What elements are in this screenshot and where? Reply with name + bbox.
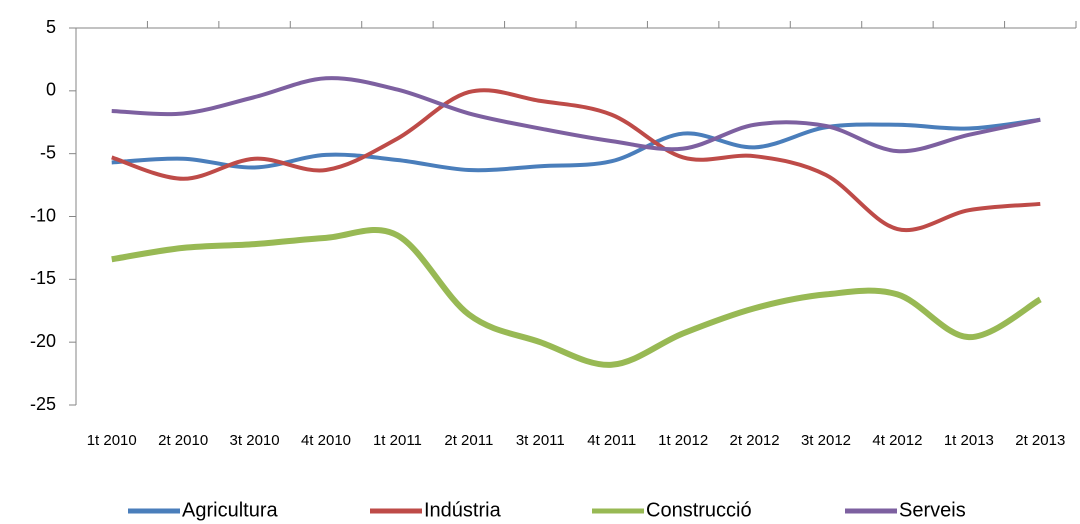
y-tick-label: -15	[30, 268, 56, 288]
x-tick-label: 1t 2013	[944, 432, 994, 449]
x-tick-label: 1t 2011	[373, 432, 422, 449]
y-tick-label: -25	[30, 394, 56, 414]
legend-label: Indústria	[424, 499, 502, 521]
x-tick-label: 1t 2010	[87, 432, 137, 449]
legend-label: Serveis	[899, 499, 966, 521]
y-tick-label: -10	[30, 205, 56, 225]
x-tick-label: 2t 2012	[730, 432, 780, 449]
series-line	[111, 76, 1041, 154]
series-line	[111, 227, 1042, 368]
series-line	[111, 117, 1041, 173]
x-tick-label: 1t 2012	[658, 432, 708, 449]
y-tick-label: 0	[46, 80, 56, 100]
x-tick-label: 4t 2010	[301, 432, 351, 449]
x-tick-label: 2t 2011	[444, 432, 493, 449]
series-line	[111, 88, 1041, 233]
x-tick-label: 3t 2011	[516, 432, 565, 449]
x-tick-label: 2t 2010	[158, 432, 208, 449]
x-tick-label: 2t 2013	[1015, 432, 1065, 449]
x-tick-label: 3t 2012	[801, 432, 851, 449]
legend-label: Agricultura	[182, 499, 278, 521]
legend-label: Construcció	[646, 499, 752, 521]
y-tick-label: -5	[40, 142, 56, 162]
x-tick-label: 4t 2011	[587, 432, 636, 449]
x-tick-label: 3t 2010	[230, 432, 280, 449]
x-tick-label: 4t 2012	[872, 432, 922, 449]
y-tick-label: -20	[30, 331, 56, 351]
y-tick-label: 5	[46, 17, 56, 37]
